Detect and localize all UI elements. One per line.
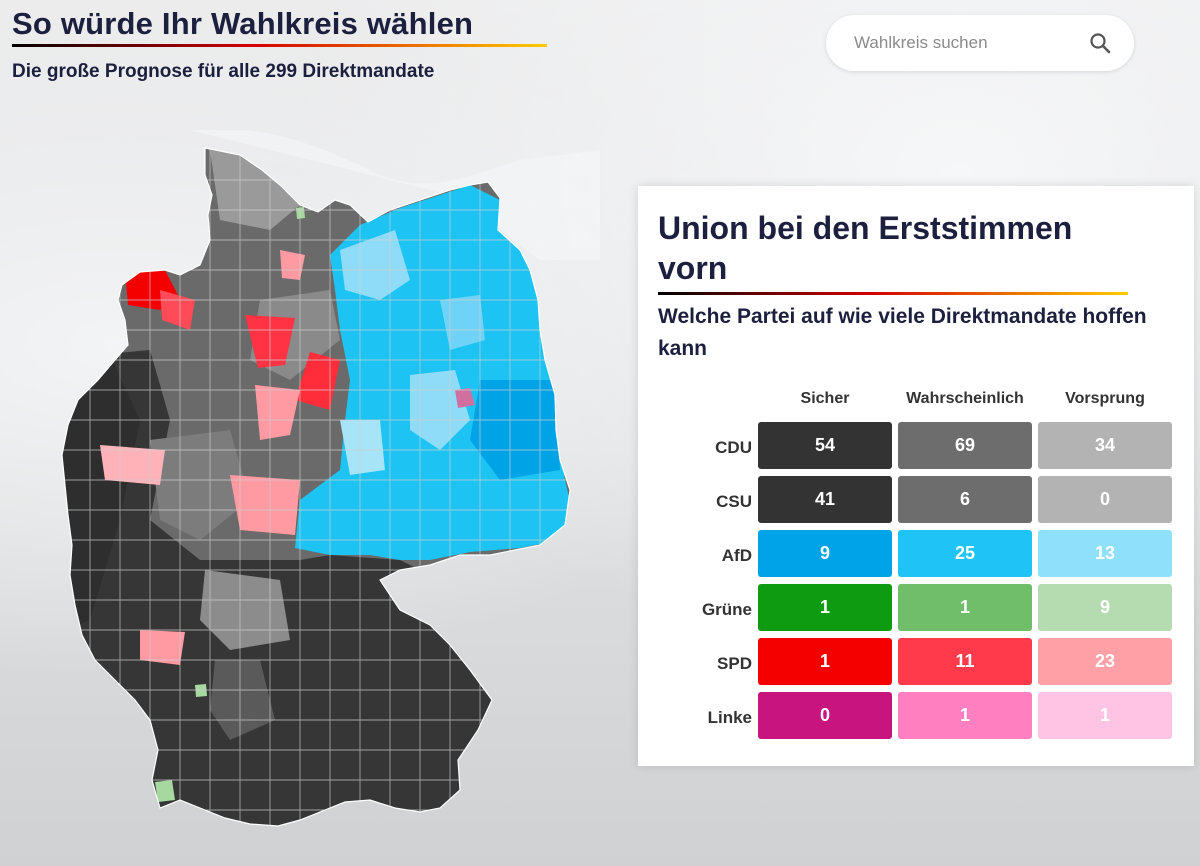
page-subtitle: Die große Prognose für alle 299 Direktma… bbox=[12, 61, 435, 82]
cell-cdu-vorsprung: 34 bbox=[1038, 422, 1172, 469]
region-spd-vorsprung-south[interactable] bbox=[140, 630, 185, 665]
region-afd-vorsprung-north[interactable] bbox=[340, 230, 410, 300]
region-linke-berlin[interactable] bbox=[455, 388, 475, 408]
column-header-wahrscheinlich: Wahrscheinlich bbox=[906, 390, 1024, 407]
region-afd-sicher-east[interactable] bbox=[470, 380, 560, 480]
search-box[interactable] bbox=[826, 15, 1134, 71]
cell-spd-wahrscheinlich: 11 bbox=[898, 638, 1032, 685]
cell-linke-sicher: 0 bbox=[758, 692, 892, 739]
title-underline bbox=[12, 44, 547, 47]
column-header-sicher: Sicher bbox=[800, 390, 850, 407]
cell-gruene-wahrscheinlich: 1 bbox=[898, 584, 1032, 631]
region-gruene-freiburg[interactable] bbox=[155, 780, 175, 802]
panel-title-underline bbox=[658, 292, 1128, 295]
cell-linke-wahrscheinlich: 1 bbox=[898, 692, 1032, 739]
panel-title: Union bei den Erststimmen vorn bbox=[658, 210, 1073, 286]
cell-afd-wahrscheinlich: 25 bbox=[898, 530, 1032, 577]
region-spd-vorsprung-2[interactable] bbox=[230, 475, 300, 535]
region-gruene-north[interactable] bbox=[296, 207, 305, 219]
cell-linke-vorsprung: 1 bbox=[1038, 692, 1172, 739]
cell-gruene-vorsprung: 9 bbox=[1038, 584, 1172, 631]
region-spd-wahrscheinlich-east-ns[interactable] bbox=[295, 352, 340, 410]
row-label-csu: CSU bbox=[716, 492, 752, 511]
results-panel: Union bei den Erststimmen vorn Welche Pa… bbox=[638, 186, 1194, 766]
region-spd-vorsprung-north[interactable] bbox=[280, 250, 305, 280]
panel-subtitle: Welche Partei auf wie viele Direktmandat… bbox=[658, 305, 1147, 360]
cell-csu-vorsprung: 0 bbox=[1038, 476, 1172, 523]
cell-csu-sicher: 41 bbox=[758, 476, 892, 523]
cell-csu-wahrscheinlich: 6 bbox=[898, 476, 1032, 523]
region-afd-vorsprung-west[interactable] bbox=[340, 420, 385, 475]
cell-spd-sicher: 1 bbox=[758, 638, 892, 685]
region-spd-vorsprung-ruhr[interactable] bbox=[100, 445, 165, 485]
cell-afd-sicher: 9 bbox=[758, 530, 892, 577]
region-union-wahrscheinlich-west[interactable] bbox=[150, 430, 250, 540]
row-label-afd: AfD bbox=[721, 546, 752, 565]
cell-cdu-sicher: 54 bbox=[758, 422, 892, 469]
cell-gruene-sicher: 1 bbox=[758, 584, 892, 631]
header: So würde Ihr Wahlkreis wählen Die große … bbox=[12, 6, 547, 83]
region-gruene-stuttgart[interactable] bbox=[195, 684, 207, 697]
cell-spd-vorsprung: 23 bbox=[1038, 638, 1172, 685]
germany-map[interactable] bbox=[0, 130, 600, 840]
cell-afd-vorsprung: 13 bbox=[1038, 530, 1172, 577]
row-label-spd: SPD bbox=[717, 654, 752, 673]
page-title: So würde Ihr Wahlkreis wählen bbox=[12, 6, 474, 41]
region-spd-vorsprung-1[interactable] bbox=[255, 385, 300, 440]
cell-cdu-wahrscheinlich: 69 bbox=[898, 422, 1032, 469]
search-icon[interactable] bbox=[1088, 31, 1112, 55]
search-input[interactable] bbox=[852, 32, 1088, 54]
region-afd-berlin-area[interactable] bbox=[440, 295, 485, 350]
row-label-cdu: CDU bbox=[715, 438, 752, 457]
row-label-linke: Linke bbox=[707, 708, 752, 727]
column-header-vorsprung: Vorsprung bbox=[1065, 390, 1145, 407]
row-label-gruene: Grüne bbox=[701, 600, 752, 619]
